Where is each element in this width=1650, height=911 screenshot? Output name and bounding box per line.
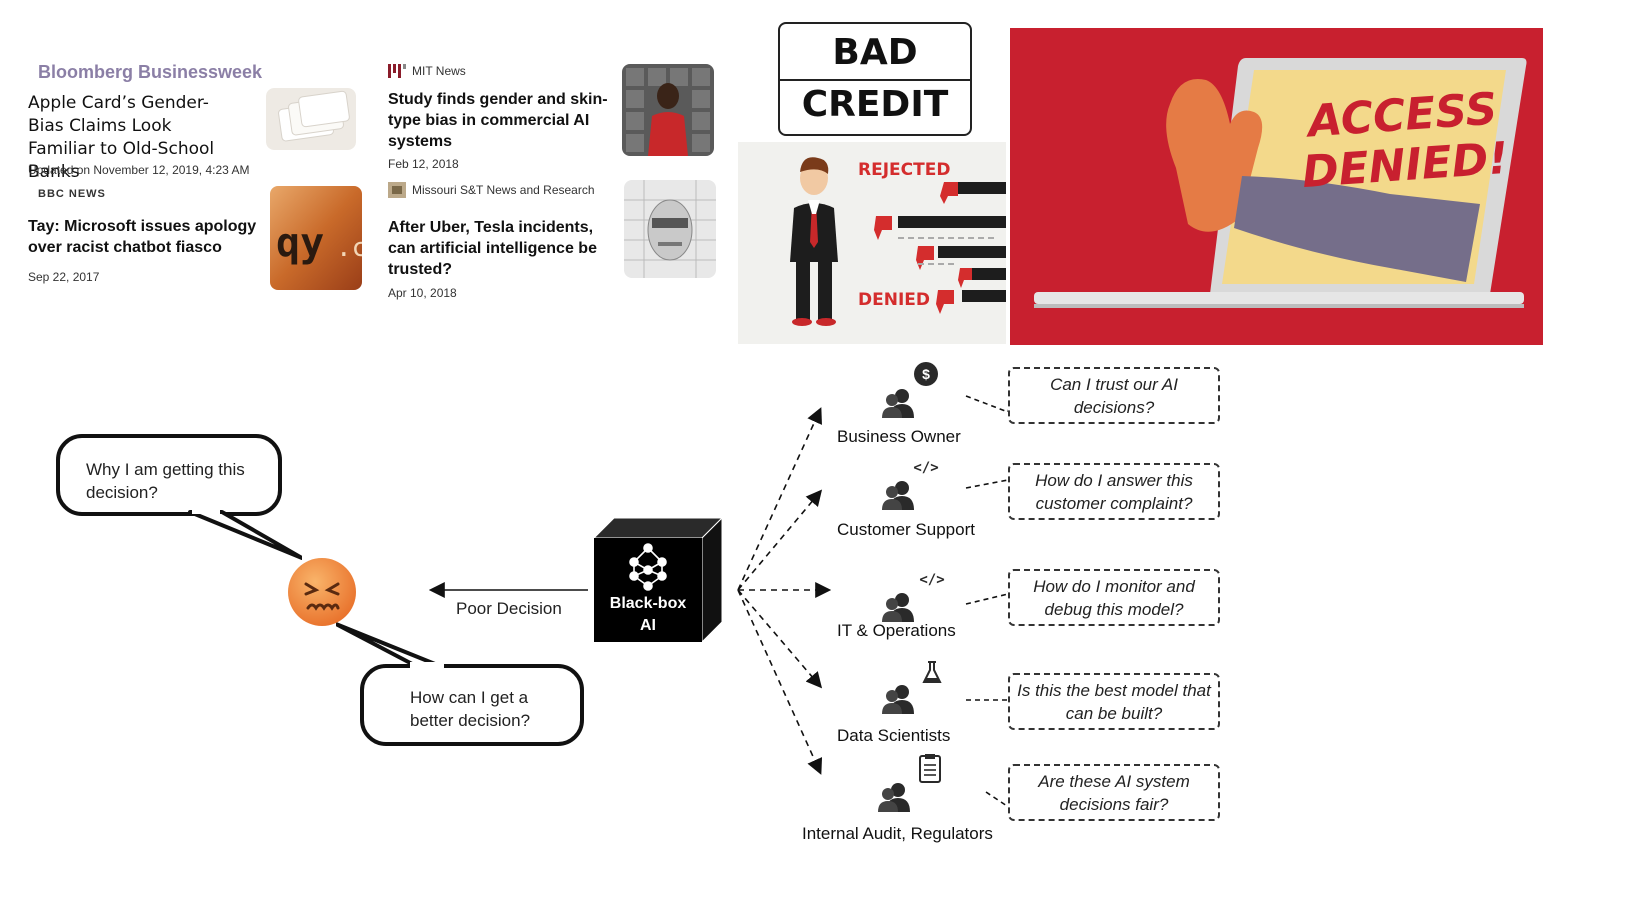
blackbox-label-1: Black-box (609, 595, 687, 612)
missouri-logo-icon (388, 182, 406, 198)
internal-audit-icon (878, 754, 941, 812)
business-owner-icon: $ (882, 362, 938, 418)
credit-cards-thumbnail (266, 88, 356, 150)
question-it-operations: How do I monitor and debug this model? (1008, 569, 1220, 626)
poor-decision-label: Poor Decision (456, 599, 562, 618)
missouri-headline: After Uber, Tesla incidents, can artific… (388, 219, 597, 278)
bad-credit-line1: BAD (832, 32, 918, 73)
mit-headline: Study finds gender and skin-type bias in… (388, 91, 608, 150)
bbc-date: Sep 22, 2017 (28, 270, 100, 284)
stakeholder-it-operations: IT & Operations (837, 621, 956, 640)
chatbot-thumbnail: qy .c (270, 186, 362, 290)
bloomberg-headline: Apple Card’s Gender-Bias Claims Look Fam… (28, 93, 215, 182)
question-customer-support: How do I answer this customer complaint? (1008, 463, 1220, 520)
mit-logo-icon (388, 64, 406, 78)
neural-network-icon (629, 543, 667, 591)
svg-text:$: $ (922, 366, 930, 382)
question-business-owner: Can I trust our AI decisions? (1008, 367, 1220, 424)
rejected-label: REJECTED (858, 160, 951, 180)
it-operations-icon: </> (882, 572, 945, 622)
bad-credit-line2: CREDIT (801, 84, 949, 125)
blackbox-cube (594, 518, 723, 642)
question-data-scientists-text: Is this the best model that can be built… (1017, 680, 1211, 723)
bbc-headline: Tay: Microsoft issues apology over racis… (28, 218, 257, 256)
robot-face-thumbnail (624, 180, 716, 278)
svg-text:qy: qy (276, 220, 324, 266)
mit-source: MIT News (388, 64, 466, 78)
svg-text:.c: .c (336, 233, 362, 263)
bubble-why-tail (188, 508, 302, 560)
question-internal-audit: Are these AI system decisions fair? (1008, 764, 1220, 821)
rejected-man-figure (790, 157, 1006, 326)
bubble-better-decision: How can I get a better decision? (360, 664, 584, 746)
bubble-better-decision-text: How can I get a better decision? (410, 688, 531, 730)
customer-support-icon: </> (882, 460, 939, 510)
mit-date: Feb 12, 2018 (388, 157, 459, 171)
missouri-source: Missouri S&T News and Research (388, 182, 595, 198)
face-grid-thumbnail (622, 64, 714, 156)
question-data-scientists: Is this the best model that can be built… (1008, 673, 1220, 730)
frustrated-face-icon (288, 558, 356, 626)
bubble-why-decision: Why I am getting this decision? (56, 434, 282, 516)
stakeholder-data-scientists: Data Scientists (837, 726, 951, 745)
bbc-logo: BBC NEWS (38, 188, 106, 200)
news-bloomberg: Bloomberg Businessweek Apple Card’s Gend… (28, 60, 358, 182)
question-internal-audit-text: Are these AI system decisions fair? (1038, 771, 1190, 814)
stakeholder-customer-support: Customer Support (837, 520, 975, 539)
svg-text:</>: </> (919, 572, 944, 588)
news-bbc: BBC NEWS Tay: Microsoft issues apology o… (28, 186, 368, 298)
bloomberg-logo: Bloomberg Businessweek (38, 62, 263, 82)
bbc-logo-text: BBC NEWS (38, 188, 106, 200)
bubble-better-tail (336, 622, 444, 670)
denied-label: DENIED (858, 290, 931, 310)
bad-credit-sign: BAD CREDIT (778, 22, 972, 136)
access-denied-banner: ACCESS DENIED! (1010, 28, 1543, 345)
blackbox-label-2: AI (640, 617, 656, 634)
svg-text:</>: </> (913, 460, 938, 476)
mit-source-text: MIT News (412, 64, 466, 78)
stakeholder-internal-audit: Internal Audit, Regulators (802, 824, 993, 843)
news-missouri: Missouri S&T News and Research After Ube… (388, 180, 718, 305)
question-business-owner-text: Can I trust our AI decisions? (1050, 374, 1178, 417)
rejected-illustration: REJECTED DENIED (738, 142, 1006, 344)
missouri-source-text: Missouri S&T News and Research (412, 183, 595, 197)
stakeholder-business-owner: Business Owner (837, 427, 961, 446)
data-scientists-icon (882, 661, 942, 714)
bad-credit-divider (780, 79, 970, 81)
news-mit: MIT News Study finds gender and skin-typ… (388, 62, 718, 172)
laptop-illustration (1034, 58, 1527, 308)
question-it-operations-text: How do I monitor and debug this model? (1033, 576, 1195, 619)
bloomberg-date: Updated on November 12, 2019, 4:23 AM (28, 163, 250, 177)
question-customer-support-text: How do I answer this customer complaint? (1035, 470, 1193, 513)
missouri-date: Apr 10, 2018 (388, 286, 457, 300)
bubble-why-decision-text: Why I am getting this decision? (86, 460, 245, 502)
